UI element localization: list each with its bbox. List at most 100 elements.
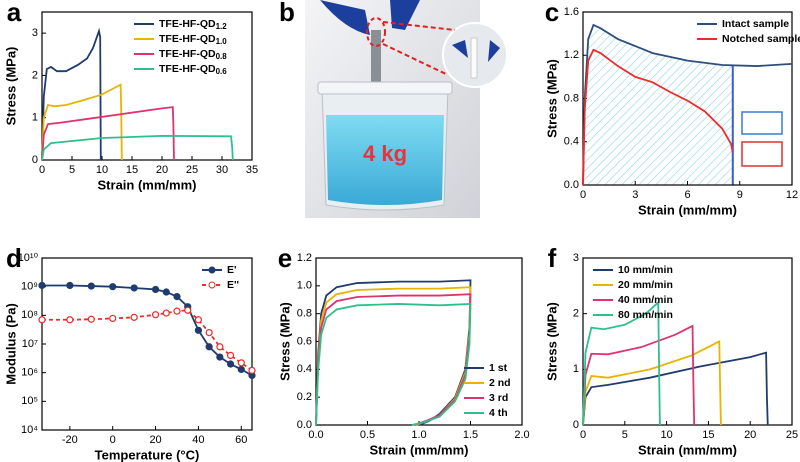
plot-frame bbox=[582, 257, 793, 426]
sample-icons bbox=[741, 111, 783, 167]
point bbox=[130, 313, 138, 321]
y-tick-label: 2 bbox=[573, 308, 579, 320]
legend-subscript: 1.2 bbox=[216, 22, 228, 31]
y-axis-title: Modulus (Pa) bbox=[3, 303, 18, 385]
legend-label: Notched sample bbox=[722, 33, 800, 45]
legend-label: 20 mm/min bbox=[618, 279, 673, 291]
legend-label: 10 mm/min bbox=[618, 264, 673, 276]
x-tick-label: 3 bbox=[632, 189, 638, 201]
y-tick-label: 0.8 bbox=[297, 308, 312, 320]
hatch bbox=[583, 24, 733, 185]
panel-label: a bbox=[7, 0, 22, 27]
point bbox=[66, 316, 74, 324]
legend-label: E'' bbox=[227, 279, 239, 291]
legend-name: E'' bbox=[227, 279, 239, 291]
y-tick-label: 10⁶ bbox=[21, 367, 38, 379]
series-line bbox=[41, 134, 234, 161]
x-axis-title: Strain (mm/mm) bbox=[370, 442, 469, 457]
x-tick-label: 0 bbox=[580, 189, 586, 201]
sample-icon bbox=[741, 111, 783, 135]
series-line bbox=[315, 293, 472, 426]
legend-name: 20 mm/min bbox=[618, 279, 673, 291]
legend-marker bbox=[208, 281, 216, 289]
sample-icon bbox=[741, 141, 783, 167]
x-tick-label: 15 bbox=[702, 429, 714, 441]
legend-name: 80 mm/min bbox=[618, 309, 673, 321]
y-tick-label: 10⁵ bbox=[21, 395, 38, 407]
legend-subscript: 0.6 bbox=[216, 67, 228, 76]
series-line bbox=[41, 27, 102, 161]
glove bbox=[320, 0, 420, 35]
point bbox=[173, 293, 181, 301]
y-tick-label: 0.0 bbox=[564, 179, 579, 191]
series-line bbox=[582, 340, 722, 426]
y-axis-title: Stress (MPa) bbox=[544, 59, 559, 138]
legend-name: Intact sample bbox=[722, 18, 789, 30]
y-tick-label: 10⁴ bbox=[21, 424, 38, 436]
series-line bbox=[41, 83, 123, 161]
y-tick-label: 1 bbox=[32, 112, 38, 124]
x-tick-label: 2.0 bbox=[514, 429, 529, 441]
point bbox=[151, 311, 160, 319]
x-tick-label: 20 bbox=[744, 429, 756, 441]
legend-name: TFE-HF-QD bbox=[159, 48, 216, 60]
y-tick-label: 0.2 bbox=[297, 391, 312, 403]
point bbox=[237, 365, 245, 374]
x-axis-title: Strain (mm/mm) bbox=[638, 202, 737, 217]
legend-subscript: 1.0 bbox=[216, 37, 228, 46]
x-tick-label: 9 bbox=[737, 189, 743, 201]
series-line bbox=[582, 300, 661, 426]
x-tick-label: 40 bbox=[192, 434, 204, 446]
y-tick-label: 10⁹ bbox=[21, 281, 38, 293]
series-line bbox=[41, 106, 175, 161]
legend-label: 1 st bbox=[489, 362, 508, 374]
zoom-circle bbox=[366, 17, 386, 47]
y-tick-label: 0 bbox=[573, 419, 579, 431]
legend-label: E' bbox=[227, 264, 237, 276]
y-tick-label: 10⁸ bbox=[21, 309, 38, 321]
legend-label: TFE-HF-QD0.6 bbox=[159, 63, 227, 76]
point bbox=[216, 353, 224, 361]
y-tick-label: 10⁷ bbox=[22, 338, 38, 350]
x-tick-label: 35 bbox=[246, 164, 258, 176]
point bbox=[216, 343, 224, 351]
legend-label: 80 mm/min bbox=[618, 309, 673, 321]
x-axis-title: Strain (mm/mm) bbox=[98, 177, 197, 192]
point bbox=[66, 281, 74, 290]
point bbox=[237, 359, 245, 367]
x-tick-label: 5 bbox=[69, 164, 75, 176]
series-line bbox=[42, 309, 253, 372]
legend-marker bbox=[208, 266, 216, 274]
point bbox=[184, 306, 192, 314]
y-tick-label: 1 bbox=[573, 363, 579, 375]
y-tick-label: 3 bbox=[573, 252, 579, 264]
x-axis-title: Strain (mm/mm) bbox=[638, 442, 737, 457]
x-tick-label: 25 bbox=[786, 429, 798, 441]
y-tick-label: 2 bbox=[32, 69, 38, 81]
y-tick-label: 0.4 bbox=[297, 363, 312, 375]
y-tick-label: 1.0 bbox=[297, 280, 312, 292]
point bbox=[173, 307, 181, 315]
photo: 4 kg b bbox=[279, 0, 508, 218]
water bbox=[326, 115, 444, 205]
series-line bbox=[42, 284, 253, 377]
point bbox=[194, 326, 203, 334]
legend-label: 2 nd bbox=[489, 377, 511, 389]
x-tick-label: 20 bbox=[149, 434, 161, 446]
x-tick-label: 12 bbox=[786, 189, 798, 201]
series-line bbox=[582, 324, 696, 426]
x-tick-label: 20 bbox=[156, 164, 168, 176]
x-tick-label: 1.0 bbox=[411, 429, 426, 441]
y-axis-title: Stress (MPa) bbox=[544, 302, 559, 381]
series-line bbox=[582, 351, 769, 426]
legend-name: 40 mm/min bbox=[618, 294, 673, 306]
legend-label: 4 th bbox=[489, 407, 508, 419]
point bbox=[109, 314, 117, 323]
sample-strip bbox=[371, 30, 381, 115]
series-line bbox=[582, 48, 734, 186]
y-tick-label: 0.0 bbox=[297, 419, 312, 431]
x-tick-label: -20 bbox=[62, 434, 78, 446]
x-tick-label: 30 bbox=[216, 164, 228, 176]
zoom-line bbox=[382, 43, 449, 76]
